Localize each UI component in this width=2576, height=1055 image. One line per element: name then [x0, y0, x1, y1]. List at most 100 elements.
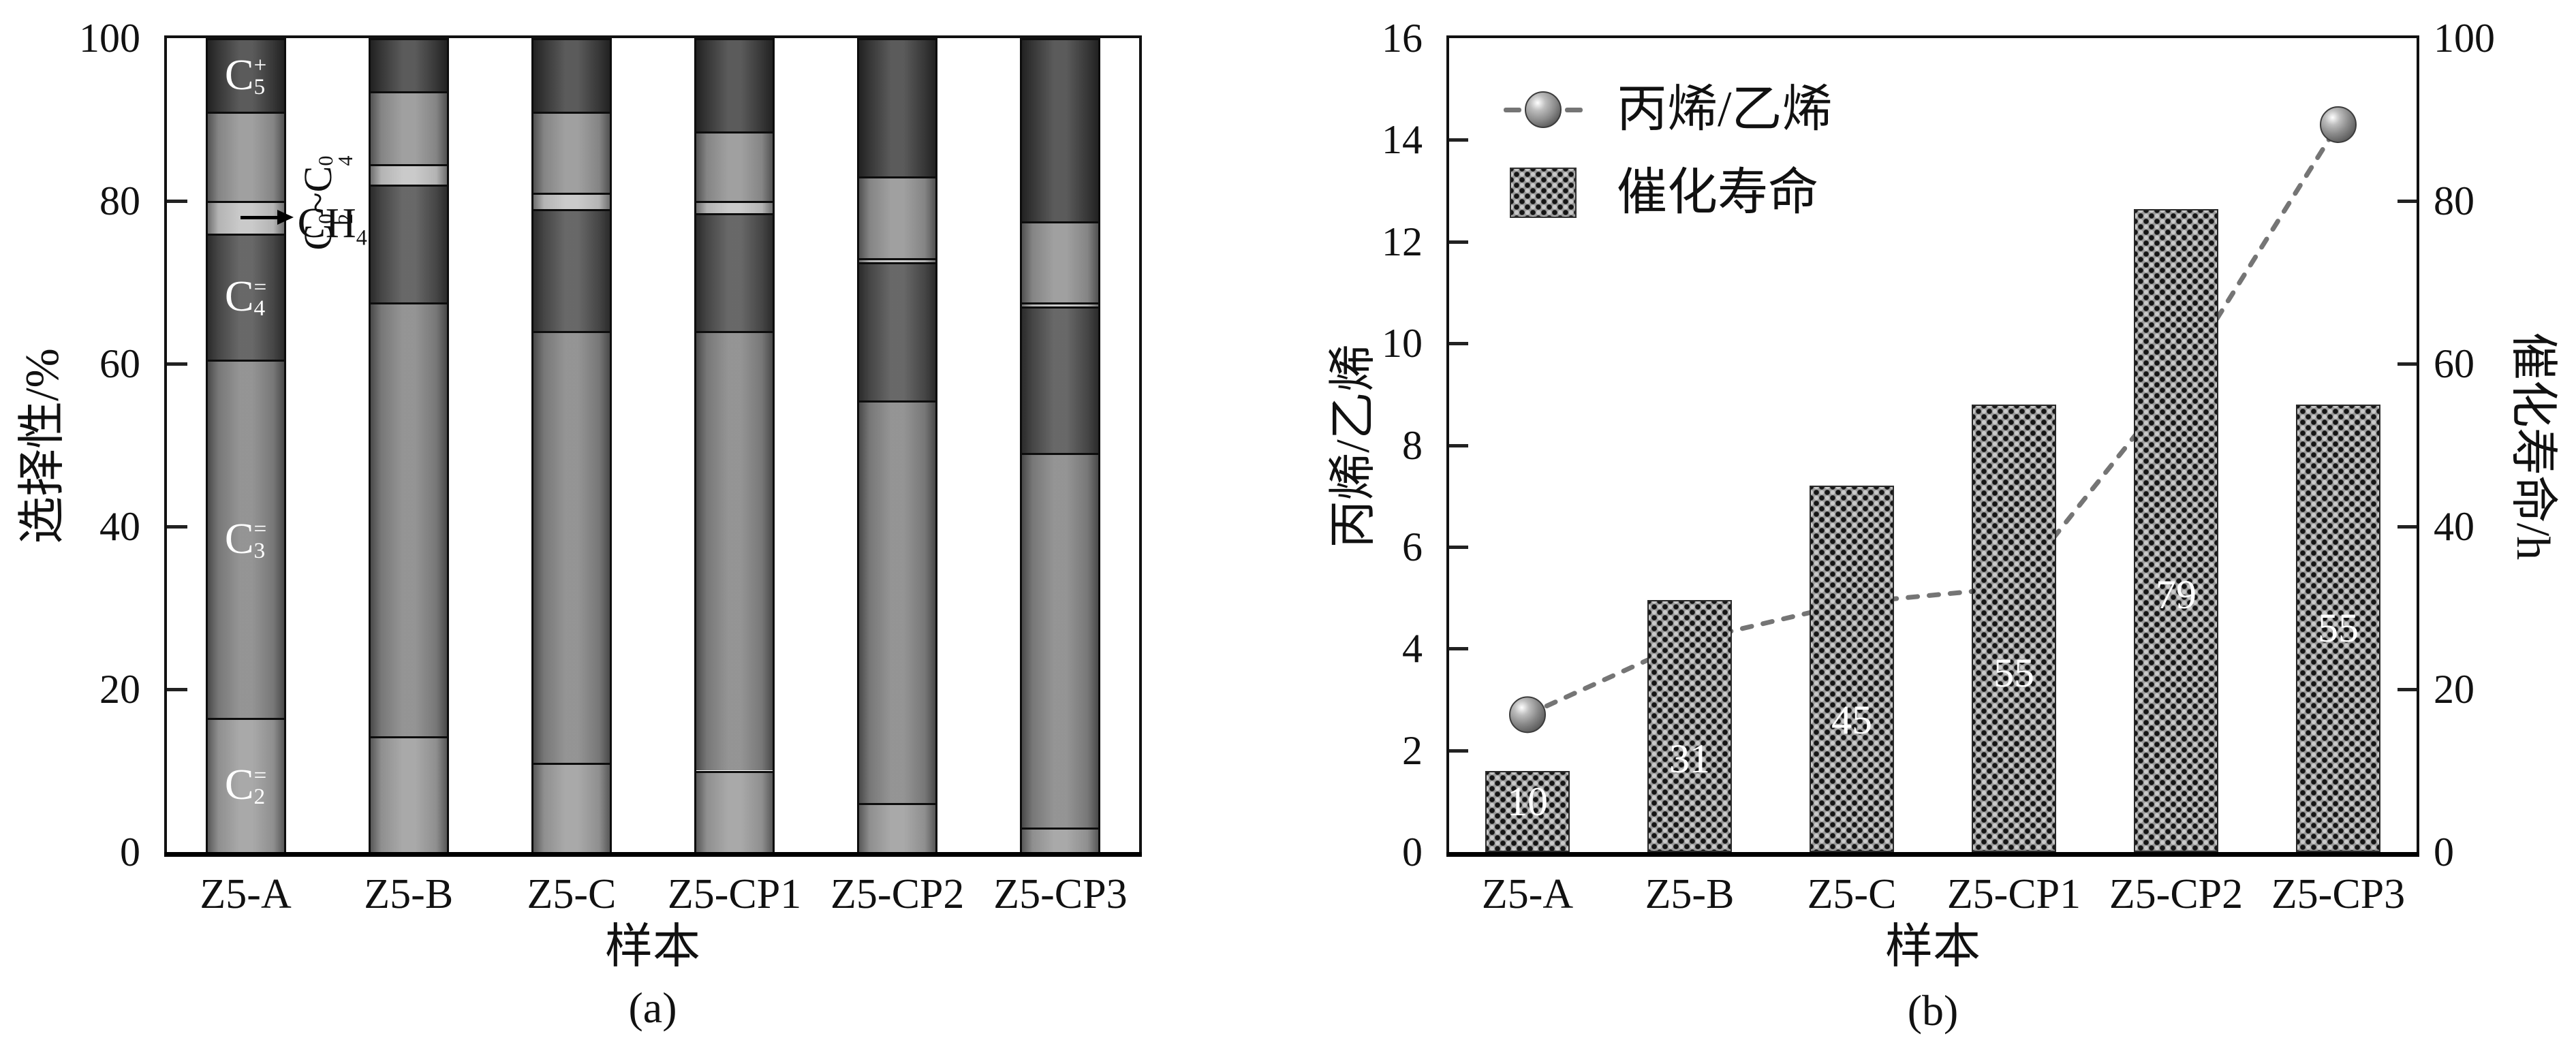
plot-area-a — [164, 35, 1142, 857]
segment-CH4 — [859, 257, 936, 262]
stacked-bar-Z5-C — [531, 38, 612, 852]
lifetime-bar-Z5-CP3 — [2296, 404, 2380, 852]
stacked-bar-Z5-A — [205, 38, 286, 852]
lifetime-bar-Z5-B — [1647, 599, 1732, 852]
y-tick-label-b-right: 0 — [2434, 830, 2454, 875]
pattern-swatch-icon — [1510, 168, 1577, 218]
y-axis-label-a: 选择性/% — [16, 348, 69, 544]
x-tick-label-b: Z5-B — [1645, 871, 1735, 917]
x-tick-label-b: Z5-A — [1481, 871, 1574, 917]
segment-C2_0~C4_0 — [1022, 221, 1099, 303]
y-tick-label-b-right: 60 — [2434, 341, 2474, 386]
y-tick-label-b-right: 100 — [2434, 16, 2495, 61]
dash-icon — [1565, 107, 1583, 112]
sphere-marker-Z5-CP3 — [2320, 106, 2357, 143]
dash-icon — [1504, 107, 1521, 112]
lifetime-bar-Z5-A — [1485, 770, 1570, 852]
segment-C2= — [207, 717, 284, 852]
y-tick-mark-b-left — [1449, 545, 1468, 549]
segment-C2= — [696, 770, 773, 852]
y-tick-mark-b-left — [1449, 342, 1468, 346]
x-tick-label-a: Z5-C — [527, 871, 617, 917]
segment-C2_0~C4_0 — [696, 131, 773, 201]
x-axis-label-b: 样本 — [1885, 921, 1981, 973]
x-tick-label-b: Z5-CP3 — [2271, 871, 2406, 917]
y-tick-label-b-left: 6 — [1402, 524, 1423, 569]
segment-label-C5+: C +5 — [224, 50, 267, 99]
segment-C3= — [1022, 453, 1099, 828]
y-tick-label-b-left: 12 — [1382, 219, 1423, 264]
lifetime-bar-Z5-C — [1810, 486, 1894, 852]
sphere-marker-Z5-A — [1509, 696, 1546, 734]
y-tick-mark-b-right — [2397, 525, 2417, 529]
segment-CH4 — [533, 193, 610, 209]
y-tick-mark-b-right — [2397, 688, 2417, 691]
y-tick-mark-b-right — [2397, 362, 2417, 366]
segment-C4= — [370, 185, 447, 303]
legend: 丙烯/乙烯 催化寿命 — [1489, 80, 1833, 247]
x-tick-label-a: Z5-A — [200, 871, 292, 917]
x-tick-label-b: Z5-CP1 — [1946, 871, 2081, 917]
segment-CH4 — [1022, 302, 1099, 307]
segment-C3= — [207, 360, 284, 718]
y-tick-label-a: 100 — [79, 16, 140, 61]
segment-C3= — [370, 302, 447, 737]
y-tick-mark-b-left — [1449, 240, 1468, 244]
y-tick-label-b-left: 8 — [1402, 422, 1423, 468]
segment-C3= — [696, 331, 773, 771]
x-tick-label-a: Z5-CP2 — [831, 871, 965, 917]
bar-value-label: 45 — [1831, 697, 1872, 743]
ch4-annotation: CH4 — [297, 200, 367, 250]
y-tick-label-b-right: 20 — [2434, 667, 2474, 712]
segment-C5+ — [370, 38, 447, 91]
bar-swatch-sample — [1489, 168, 1598, 218]
x-tick-label-b: Z5-CP2 — [2109, 871, 2244, 917]
y-tick-label-b-left: 0 — [1402, 830, 1423, 875]
x-axis-line-a — [164, 852, 1142, 857]
y-tick-mark-b-left — [1449, 647, 1468, 651]
legend-item-line: 丙烯/乙烯 — [1489, 80, 1833, 139]
lifetime-bar-Z5-CP1 — [1972, 404, 2056, 852]
x-tick-label-b: Z5-C — [1807, 871, 1897, 917]
x-axis-line-b — [1446, 852, 2419, 857]
ch4-arrow-icon — [240, 209, 294, 225]
y-axis-label-b-right: 催化寿命/h — [2507, 332, 2559, 561]
y-tick-label-b-left: 4 — [1402, 626, 1423, 672]
segment-C2_0~C4_0 — [859, 176, 936, 258]
segment-C4= — [696, 212, 773, 332]
y-tick-label-b-left: 16 — [1382, 16, 1423, 61]
y-tick-label-a: 80 — [99, 178, 140, 223]
bar-value-label: 79 — [2156, 572, 2197, 618]
c2c4-annotation: C 0 2 ~C 0 4 — [296, 155, 357, 251]
stacked-bar-Z5-B — [368, 38, 449, 852]
segment-CH4 — [370, 164, 447, 185]
legend-label-line: 丙烯/乙烯 — [1617, 82, 1833, 138]
y-tick-label-b-right: 80 — [2434, 178, 2474, 223]
segment-C4= — [533, 208, 610, 332]
segment-C5+ — [696, 38, 773, 132]
plot-area-b — [1446, 35, 2419, 857]
legend-item-bars: 催化寿命 — [1489, 163, 1833, 222]
y-tick-mark-b-left — [1449, 749, 1468, 753]
segment-label-C2=: C = 2 — [224, 760, 267, 810]
segment-C5+ — [859, 38, 936, 177]
segment-label-C4=: C = 4 — [224, 272, 267, 321]
y-tick-mark-b-left — [1449, 138, 1468, 142]
y-tick-label-a: 60 — [99, 341, 140, 386]
sphere-marker-icon — [1525, 91, 1562, 128]
y-tick-label-b-left: 2 — [1402, 727, 1423, 773]
stacked-bar-Z5-CP3 — [1020, 38, 1101, 852]
bar-value-label: 31 — [1669, 736, 1710, 781]
segment-C3= — [859, 400, 936, 804]
stacked-bar-Z5-CP2 — [857, 38, 938, 852]
y-tick-mark-b-left — [1449, 443, 1468, 447]
segment-C4= — [207, 233, 284, 360]
panel-tag-b: (b) — [1907, 986, 1959, 1035]
segment-C2= — [859, 803, 936, 852]
y-tick-label-a: 0 — [120, 830, 140, 875]
segment-C2= — [370, 736, 447, 852]
bar-value-label: 55 — [2318, 605, 2359, 651]
segment-C4= — [1022, 306, 1099, 454]
segment-CH4 — [696, 201, 773, 213]
